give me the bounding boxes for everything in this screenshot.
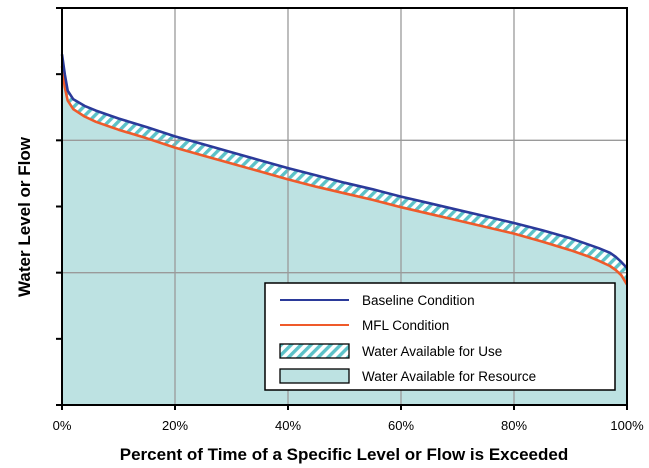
legend-label: Baseline Condition — [362, 293, 475, 308]
x-tick-label: 40% — [275, 418, 301, 433]
x-tick-label: 0% — [53, 418, 72, 433]
axis-ticks — [56, 7, 628, 410]
x-tick-label: 60% — [388, 418, 414, 433]
x-tick-label: 80% — [501, 418, 527, 433]
x-tick-label: 100% — [610, 418, 644, 433]
legend-swatch-box — [279, 368, 350, 384]
baseline-condition-line — [60, 54, 628, 269]
x-tick-label: 20% — [162, 418, 188, 433]
legend-label: Water Available for Use — [362, 344, 502, 359]
mfl-condition-line — [60, 66, 629, 286]
y-axis-title: Water Level or Flow — [15, 136, 34, 297]
legend-label: Water Available for Resource — [362, 369, 536, 384]
legend-label: MFL Condition — [362, 318, 449, 333]
series-lines — [60, 54, 629, 286]
legend-swatch-box — [279, 343, 350, 359]
legend: Baseline Condition MFL Condition Water Ava… — [264, 282, 616, 391]
x-axis-title: Percent of Time of a Specific Level or F… — [120, 445, 568, 464]
x-tick-labels: 0% 20% 40% 60% 80% 100% — [53, 418, 644, 433]
